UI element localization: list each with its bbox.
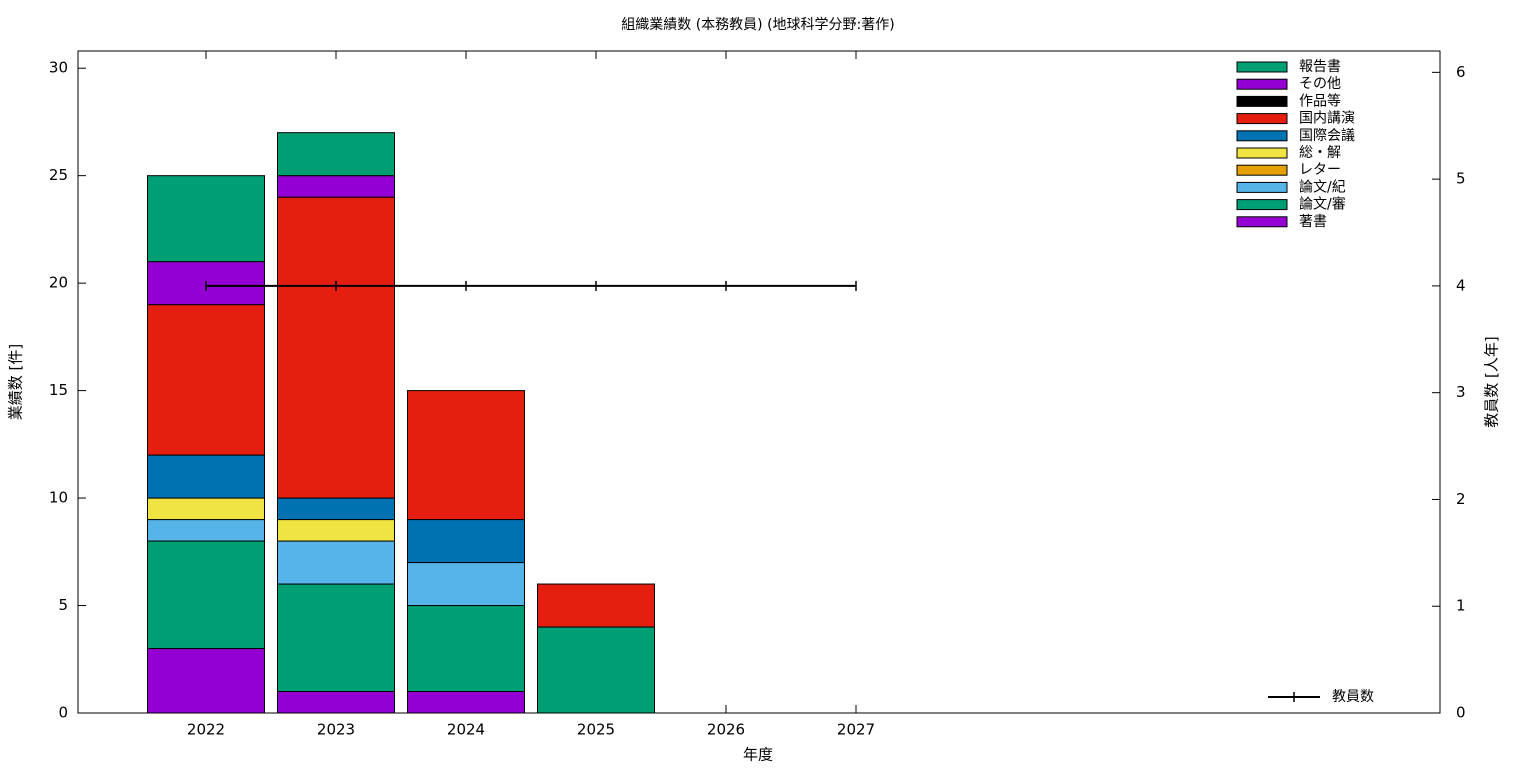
chart-title: 組織業績数 (本務教員) (地球科学分野:著作): [621, 17, 894, 33]
x-tick-label: 2027: [837, 721, 875, 739]
y2-tick-label: 6: [1456, 63, 1466, 81]
legend-label: 報告書: [1299, 59, 1341, 75]
y-tick-label: 10: [49, 489, 68, 507]
x-tick-label: 2026: [707, 721, 745, 739]
bar-segment: [147, 540, 265, 650]
y2-tick-label: 1: [1456, 597, 1466, 615]
legend-swatch: [1236, 130, 1288, 142]
plot-frame: [77, 50, 1441, 714]
x-tick-label: 2025: [577, 721, 615, 739]
y2-tick-label: 4: [1456, 276, 1466, 294]
bar-segment: [277, 583, 395, 693]
bar-segment: [407, 691, 525, 714]
bar-segment: [277, 132, 395, 177]
bar-segment: [277, 497, 395, 521]
y-tick-label: 30: [49, 59, 68, 77]
legend-label: 著書: [1299, 214, 1327, 230]
legend-swatch: [1236, 164, 1288, 176]
bar-segment: [277, 196, 395, 499]
y-tick-label: 0: [58, 704, 68, 722]
legend-swatch: [1236, 113, 1288, 125]
y2-axis-label: 教員数 [人年]: [1483, 336, 1501, 427]
legend-swatch: [1236, 61, 1288, 73]
legend-swatch: [1236, 147, 1288, 159]
bar-segment: [537, 626, 655, 714]
y2-tick-label: 3: [1456, 383, 1466, 401]
bar-segment: [277, 175, 395, 198]
legend-label: 作品等: [1299, 92, 1341, 109]
bar-segment: [407, 390, 525, 521]
bar-segment: [147, 304, 265, 456]
legend-swatch: [1236, 181, 1288, 193]
legend-swatch: [1236, 216, 1288, 228]
x-tick-label: 2023: [317, 721, 355, 739]
legend-swatch: [1236, 95, 1288, 107]
bar-segment: [147, 519, 265, 542]
legend-label: 論文/紀: [1299, 179, 1346, 195]
y-tick-label: 15: [49, 381, 68, 399]
bar-segment: [147, 648, 265, 714]
x-axis-label: 年度: [743, 746, 773, 764]
bar-segment: [407, 519, 525, 564]
x-tick-label: 2022: [187, 721, 225, 739]
legend-label: 教員数: [1332, 689, 1374, 705]
bar-segment: [277, 519, 395, 542]
legend-label: 総・解: [1299, 145, 1341, 161]
legend-swatch: [1236, 199, 1288, 211]
y-tick-label: 5: [58, 596, 68, 614]
legend-label: 国内講演: [1299, 111, 1355, 127]
bar-segment: [407, 562, 525, 607]
bar-segment: [147, 497, 265, 521]
bar-segment: [537, 583, 655, 628]
bar-segment: [147, 454, 265, 499]
bar-segment: [407, 605, 525, 693]
legend-label: 国際会議: [1299, 127, 1355, 144]
x-tick-label: 2024: [447, 721, 485, 739]
legend-swatch: [1236, 78, 1288, 90]
bar-segment: [277, 540, 395, 585]
y2-tick-label: 2: [1456, 490, 1466, 508]
y-tick-label: 25: [49, 166, 68, 184]
legend-label: その他: [1299, 76, 1341, 92]
y-axis-label: 業績数 [件]: [7, 344, 25, 420]
bar-segment: [277, 691, 395, 714]
y-tick-label: 20: [49, 274, 68, 292]
legend-label: レター: [1299, 162, 1341, 178]
bar-segment: [147, 175, 265, 263]
legend-label: 論文/審: [1299, 197, 1346, 213]
y2-tick-label: 0: [1456, 704, 1466, 722]
y2-tick-label: 5: [1456, 170, 1466, 188]
